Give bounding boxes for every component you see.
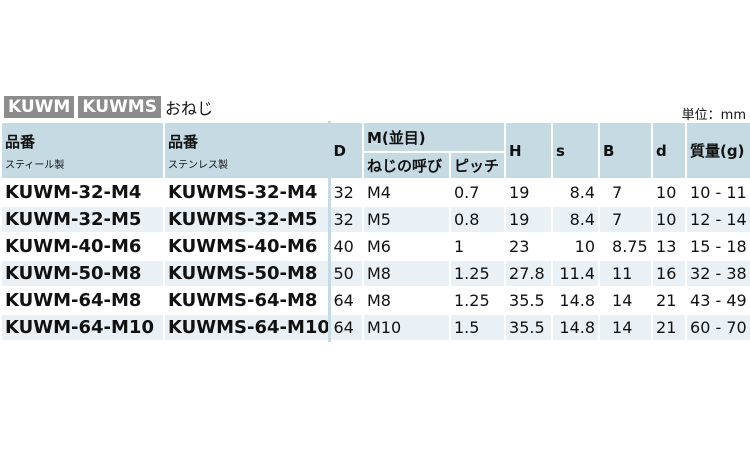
header-d: d [651,121,688,180]
cell-H: 35.5 [504,313,554,342]
cell-pitch: 0.7 [448,178,507,207]
table-row: KUWM-64-M8 KUWMS-64-M8 64 M8 1.25 35.5 14.8 14 2… [0,286,750,315]
cell-B: 14 [598,313,654,342]
cell-B: 11 [598,259,654,288]
cell-D: 32 [328,178,364,207]
cell-B: 7 [598,178,654,207]
cell-thread: M8 [362,286,451,315]
cell-part-stainless: KUWMS-40-M6 [163,232,331,261]
cell-d: 21 [651,286,688,315]
cell-part-steel: KUWM-32-M5 [0,205,165,234]
cell-part-steel: KUWM-64-M8 [0,286,165,315]
cell-pitch: 1 [448,232,507,261]
table-row: KUWM-32-M5 KUWMS-32-M5 32 M5 0.8 19 8.4 7 10 12 -… [0,205,750,234]
cell-part-steel: KUWM-32-M4 [0,178,165,207]
cell-B: 7 [598,205,654,234]
cell-D: 64 [328,286,364,315]
cell-H: 23 [504,232,554,261]
cell-thread: M6 [362,232,451,261]
cell-s: 8.4 [551,205,601,234]
header-D: D [328,121,364,180]
cell-s: 8.4 [551,178,601,207]
cell-D: 64 [328,313,364,342]
cell-part-stainless: KUWMS-64-M10 [163,313,331,342]
header-sub: ステンレス製 [168,159,228,171]
cell-part-steel: KUWM-40-M6 [0,232,165,261]
table-row: KUWM-64-M10 KUWMS-64-M10 64 M10 1.5 35.5 14.8 1… [0,313,750,342]
cell-B: 14 [598,286,654,315]
table-title: KUWM KUWMS おねじ [4,95,213,119]
cell-H: 27.8 [504,259,554,288]
table-row: KUWM-40-M6 KUWMS-40-M6 40 M6 1 23 10 8.75 13 15 -… [0,232,750,261]
cell-s: 14.8 [551,286,601,315]
cell-thread: M8 [362,259,451,288]
cell-d: 21 [651,313,688,342]
cell-mass: 60 - 70 [685,313,750,342]
cell-d: 10 [651,178,688,207]
cell-H: 19 [504,205,554,234]
cell-mass: 12 - 14 [685,205,750,234]
cell-part-stainless: KUWMS-64-M8 [163,286,331,315]
cell-H: 35.5 [504,286,554,315]
cell-d: 16 [651,259,688,288]
series-tag-kuwm: KUWM [4,96,75,118]
header-H: H [504,121,554,180]
table-row: KUWM-50-M8 KUWMS-50-M8 50 M8 1.25 27.8 11.4 11 1… [0,259,750,288]
cell-part-stainless: KUWMS-32-M5 [163,205,331,234]
unit-label: 単位：mm [681,108,746,123]
cell-d: 13 [651,232,688,261]
cell-part-steel: KUWM-50-M8 [0,259,165,288]
cell-mass: 32 - 38 [685,259,750,288]
title-suffix: おねじ [164,99,213,118]
cell-mass: 15 - 18 [685,232,750,261]
table-row: KUWM-32-M4 KUWMS-32-M4 32 M4 0.7 19 8.4 7 10 10 -… [0,178,750,207]
cell-part-stainless: KUWMS-50-M8 [163,259,331,288]
cell-s: 14.8 [551,313,601,342]
header-M: M(並目) [361,121,507,153]
cell-s: 10 [551,232,601,261]
header-s: s [551,121,601,180]
cell-s: 11.4 [551,259,601,288]
header-mass: 質量(g) [685,121,750,180]
header-pitch: ピッチ [448,151,507,180]
cell-B: 8.75 [598,232,654,261]
cell-pitch: 0.8 [448,205,507,234]
cell-part-stainless: KUWMS-32-M4 [163,178,331,207]
cell-D: 40 [328,232,364,261]
cell-d: 10 [651,205,688,234]
header-sub: スティール製 [5,159,65,171]
series-tag-kuwms: KUWMS [78,96,161,118]
header-thread: ねじの呼び [362,151,451,180]
cell-thread: M4 [362,178,451,207]
cell-D: 32 [328,205,364,234]
cell-mass: 43 - 49 [685,286,750,315]
cell-D: 50 [328,259,364,288]
cell-part-steel: KUWM-64-M10 [0,313,165,342]
header-part-steel: 品番 スティール製 [0,121,165,180]
spec-table: 品番 スティール製 品番 ステンレス製 D M(並目) H s B d 質量(g) … [0,121,750,342]
header-B: B [598,121,654,180]
cell-thread: M5 [362,205,451,234]
header-label: 品番 [5,132,36,151]
cell-pitch: 1.25 [448,286,507,315]
cell-H: 19 [504,178,554,207]
cell-mass: 10 - 11 [685,178,750,207]
cell-thread: M10 [362,313,451,342]
cell-pitch: 1.5 [448,313,507,342]
cell-pitch: 1.25 [448,259,507,288]
header-part-stainless: 品番 ステンレス製 [163,121,331,180]
header-label: 品番 [168,132,199,151]
